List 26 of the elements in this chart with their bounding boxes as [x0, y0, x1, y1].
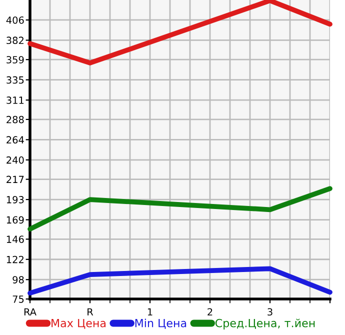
line-series [28, 266, 332, 296]
y-tick-label: 311 [6, 96, 24, 104]
y-tick-label: 146 [6, 236, 24, 243]
legend-label: Сред.Цена, т.йен [215, 318, 315, 330]
y-tick-label: 217 [6, 176, 24, 183]
legend-label: Max Цена [52, 319, 106, 329]
y-tick-label: 98 [12, 276, 24, 284]
x-tick-label: R [88, 308, 94, 316]
x-tick-label: 2 [208, 308, 212, 316]
x-tick-label: 3 [268, 308, 272, 316]
x-tick-label: RA [24, 308, 36, 316]
y-tick-label: 382 [6, 36, 24, 44]
y-tick-label: 264 [6, 136, 24, 144]
x-tick-label: 1 [148, 308, 152, 316]
y-tick-label: 406 [6, 16, 24, 24]
y-tick-label: 288 [6, 116, 24, 124]
y-tick-label: 169 [6, 216, 24, 224]
y-tick-label: 335 [6, 76, 24, 84]
legend-label: Min Цена [135, 318, 186, 329]
line-series [28, 186, 332, 232]
y-tick-label: 359 [6, 56, 24, 64]
y-tick-label: 75 [12, 296, 24, 303]
y-tick-label: 193 [6, 196, 24, 204]
line-series [28, 0, 332, 66]
y-tick-label: 240 [6, 156, 24, 164]
y-tick-label: 122 [6, 256, 24, 264]
